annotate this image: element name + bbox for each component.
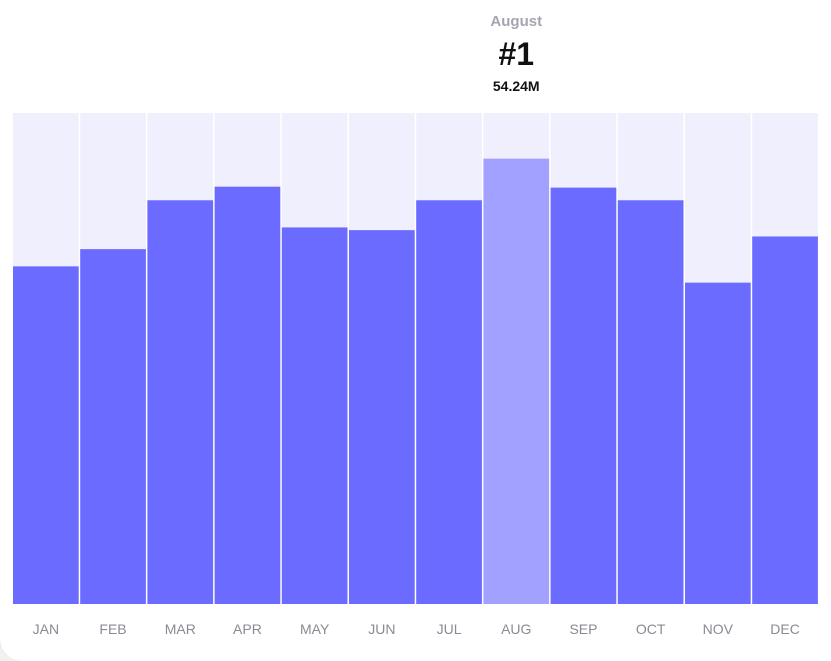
bar-nov[interactable] — [685, 282, 751, 604]
bar-aug[interactable] — [483, 158, 550, 604]
tick-label-oct: OCT — [636, 621, 666, 637]
bar-jan[interactable] — [13, 266, 79, 604]
tick-label-apr: APR — [233, 621, 262, 637]
tick-label-sep: SEP — [569, 621, 597, 637]
tick-label-aug: AUG — [501, 621, 531, 637]
bar-apr[interactable] — [214, 186, 281, 604]
bar-dec[interactable] — [752, 236, 818, 604]
tick-label-feb: FEB — [99, 621, 126, 637]
tick-label-jul: JUL — [437, 621, 462, 637]
bars — [13, 158, 818, 605]
selected-month-summary: August #1 54.24M — [416, 12, 616, 96]
selected-month-value: 54.24M — [492, 78, 540, 94]
bar-jul[interactable] — [416, 200, 482, 604]
tick-label-mar: MAR — [165, 621, 196, 637]
selected-month-name: August — [490, 13, 543, 30]
selected-month-rank: #1 — [498, 36, 535, 72]
bar-feb[interactable] — [80, 249, 146, 604]
bar-oct[interactable] — [617, 200, 684, 604]
bar-sep[interactable] — [550, 187, 617, 605]
tick-label-dec: DEC — [770, 621, 800, 637]
tick-label-jun: JUN — [368, 621, 395, 637]
bar-mar[interactable] — [147, 200, 214, 604]
tick-label-nov: NOV — [703, 621, 734, 637]
bar-jun[interactable] — [349, 230, 415, 604]
bar-may[interactable] — [281, 227, 348, 605]
tick-label-jan: JAN — [33, 621, 59, 637]
tick-label-may: MAY — [300, 621, 330, 637]
x-axis-tick-labels: JAN FEB MAR APR MAY JUN JUL AUG SEP OCT NOV DEC — [33, 621, 800, 637]
